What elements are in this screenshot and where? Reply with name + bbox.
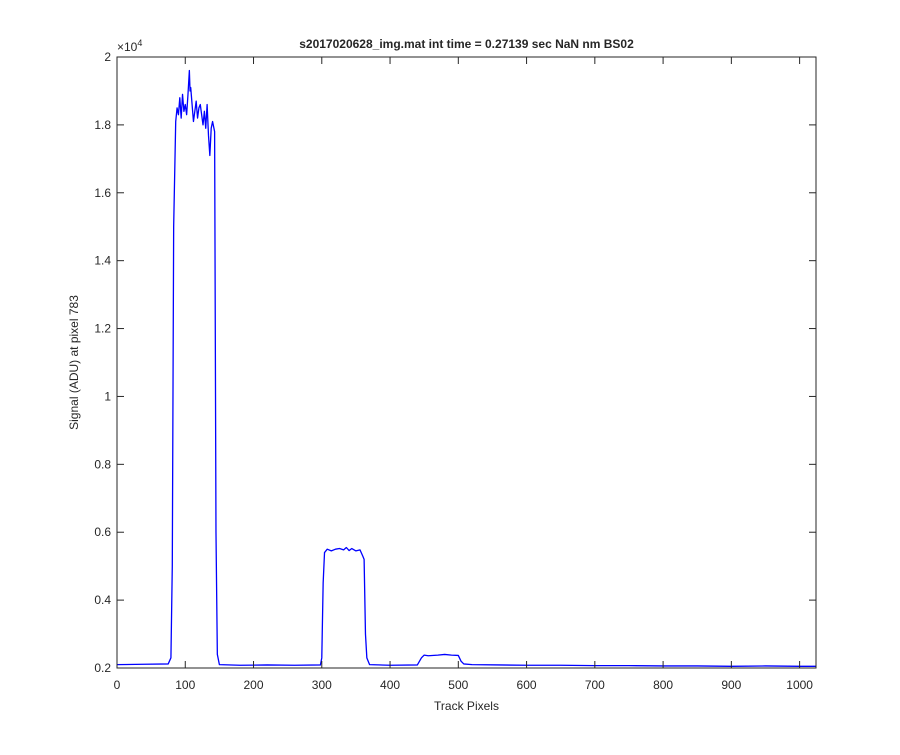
chart-title: s2017020628_img.mat int time = 0.27139 s… bbox=[299, 37, 634, 51]
y-exponent-base: ×10 bbox=[117, 40, 138, 54]
x-tick-label: 300 bbox=[312, 678, 332, 692]
x-tick-label: 500 bbox=[448, 678, 468, 692]
y-tick-label: 1.8 bbox=[94, 118, 111, 132]
x-tick-label: 800 bbox=[653, 678, 673, 692]
x-tick-label: 700 bbox=[585, 678, 605, 692]
y-exponent-power: 4 bbox=[137, 38, 142, 48]
plot-area-background bbox=[117, 57, 816, 668]
y-tick-label: 1.2 bbox=[94, 322, 111, 336]
y-tick-label: 1.4 bbox=[94, 254, 111, 268]
y-axis-label: Signal (ADU) at pixel 783 bbox=[67, 295, 81, 430]
x-tick-label: 900 bbox=[721, 678, 741, 692]
x-tick-label: 1000 bbox=[786, 678, 813, 692]
x-tick-label: 0 bbox=[114, 678, 121, 692]
y-tick-label: 0.2 bbox=[94, 661, 111, 675]
x-tick-label: 400 bbox=[380, 678, 400, 692]
x-axis-label: Track Pixels bbox=[434, 699, 499, 713]
y-tick-label: 1.6 bbox=[94, 186, 111, 200]
y-tick-label: 2 bbox=[104, 50, 111, 64]
x-tick-label: 600 bbox=[517, 678, 537, 692]
y-tick-label: 0.4 bbox=[94, 593, 111, 607]
svg-text:×104: ×104 bbox=[117, 38, 142, 54]
y-tick-label: 0.8 bbox=[94, 457, 111, 471]
axes-box bbox=[116, 56, 817, 669]
x-tick-label: 100 bbox=[175, 678, 195, 692]
y-tick-label: 0.6 bbox=[94, 525, 111, 539]
series-line-0 bbox=[116, 69, 816, 667]
y-tick-label: 1 bbox=[104, 389, 111, 403]
y-exponent-label: ×104 bbox=[117, 38, 142, 54]
x-tick-label: 200 bbox=[244, 678, 264, 692]
